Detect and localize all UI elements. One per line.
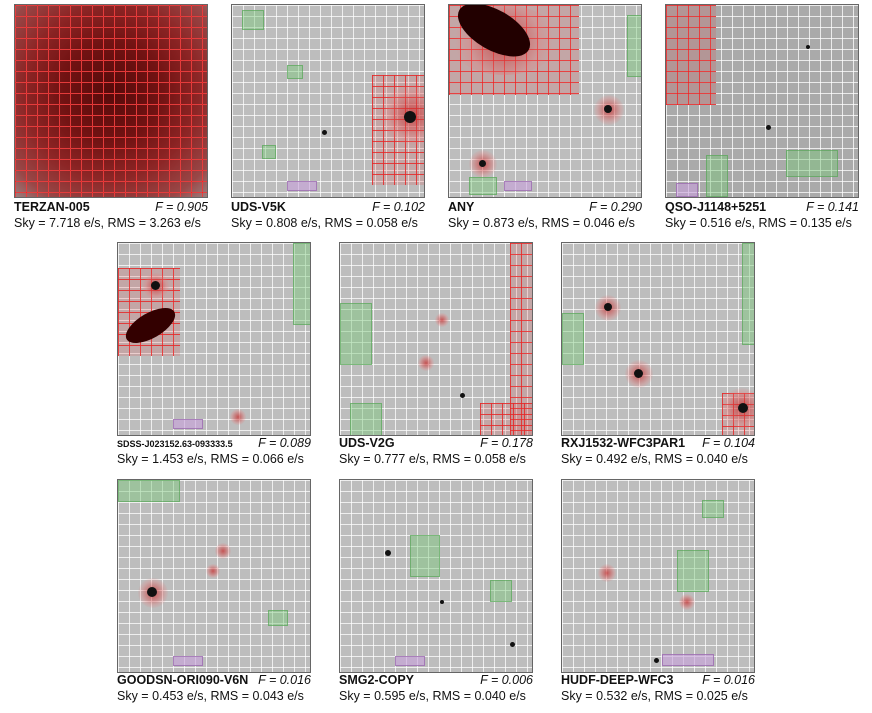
f-value: F = 0.178	[480, 436, 533, 450]
sky-image	[14, 4, 208, 198]
field-name: ANY	[448, 200, 475, 214]
field-name: RXJ1532-WFC3PAR1	[561, 436, 686, 450]
field-name: SMG2-COPY	[339, 673, 415, 687]
sky-stats: Sky = 0.492 e/s, RMS = 0.040 e/s	[561, 452, 748, 466]
field-name: UDS-V5K	[231, 200, 286, 214]
f-value: F = 0.102	[372, 200, 425, 214]
sky-image	[231, 4, 425, 198]
field-name: GOODSN-ORI090-V6N	[117, 673, 249, 687]
sky-image	[339, 479, 533, 673]
sky-stats: Sky = 0.516 e/s, RMS = 0.135 e/s	[665, 216, 852, 230]
sky-stats: Sky = 7.718 e/s, RMS = 3.263 e/s	[14, 216, 201, 230]
f-value: F = 0.089	[258, 436, 311, 450]
sky-image	[561, 242, 755, 436]
sky-image	[117, 242, 311, 436]
sky-stats: Sky = 0.453 e/s, RMS = 0.043 e/s	[117, 689, 304, 703]
sky-image	[448, 4, 642, 198]
field-name: SDSS-J023152.63-093333.5	[117, 439, 233, 449]
f-value: F = 0.290	[589, 200, 642, 214]
f-value: F = 0.141	[806, 200, 859, 214]
sky-stats: Sky = 0.595 e/s, RMS = 0.040 e/s	[339, 689, 526, 703]
sky-stats: Sky = 0.808 e/s, RMS = 0.058 e/s	[231, 216, 418, 230]
sky-stats: Sky = 0.777 e/s, RMS = 0.058 e/s	[339, 452, 526, 466]
f-value: F = 0.905	[155, 200, 208, 214]
sky-image	[665, 4, 859, 198]
sky-stats: Sky = 1.453 e/s, RMS = 0.066 e/s	[117, 452, 304, 466]
field-name: HUDF-DEEP-WFC3	[561, 673, 674, 687]
sky-image	[339, 242, 533, 436]
sky-image	[561, 479, 755, 673]
f-value: F = 0.016	[702, 673, 755, 687]
field-name: QSO-J1148+5251	[665, 200, 767, 214]
sky-stats: Sky = 0.532 e/s, RMS = 0.025 e/s	[561, 689, 748, 703]
f-value: F = 0.006	[480, 673, 533, 687]
sky-image	[117, 479, 311, 673]
sky-stats: Sky = 0.873 e/s, RMS = 0.046 e/s	[448, 216, 635, 230]
f-value: F = 0.016	[258, 673, 311, 687]
f-value: F = 0.104	[702, 436, 755, 450]
field-name: TERZAN-005	[14, 200, 90, 214]
field-name: UDS-V2G	[339, 436, 395, 450]
